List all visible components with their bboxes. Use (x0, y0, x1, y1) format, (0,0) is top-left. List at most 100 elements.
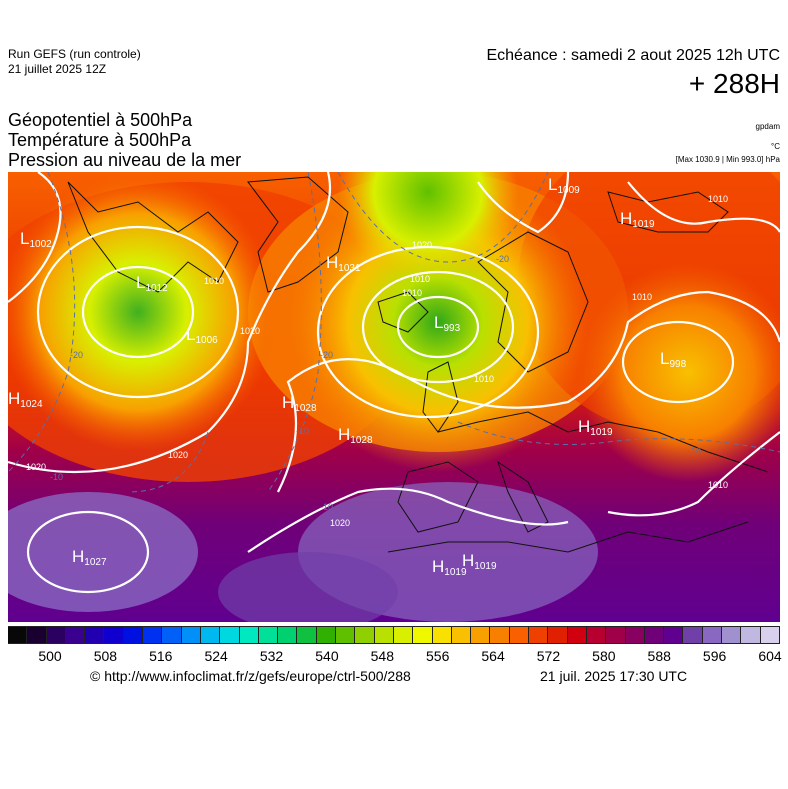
unit-geopotential: gpdam (755, 122, 780, 131)
isotherm-label: -20 (70, 350, 83, 360)
scale-cell (8, 626, 28, 644)
high-pressure-center: H1019 (432, 557, 467, 578)
run-label: Run GEFS (run controle) (8, 47, 141, 61)
scale-cell (451, 626, 472, 644)
color-scale (8, 626, 780, 644)
scale-cell (123, 626, 144, 644)
scale-cell (721, 626, 742, 644)
weather-map: L1002 L1012 L1006 H1031 L993 L1009 H1019 L998 H1… (8, 172, 780, 622)
unit-pressure: [Max 1030.9 | Min 993.0] hPa (675, 155, 780, 164)
scale-cell (181, 626, 201, 644)
scale-label: 556 (426, 648, 450, 664)
forecast-hours: + 288H (688, 68, 780, 99)
high-pressure-center: H1019 (620, 209, 655, 230)
isobar-label: 1010 (402, 288, 422, 298)
high-pressure-center: H1024 (8, 389, 43, 410)
scale-cell (27, 626, 47, 644)
isotherm-label: -10 (688, 446, 701, 456)
scale-cell (529, 626, 549, 644)
scale-cell (162, 626, 182, 644)
scale-cell (278, 626, 298, 644)
low-pressure-center: L1002 (20, 229, 52, 250)
scale-cell (606, 626, 626, 644)
scale-label: 532 (259, 648, 284, 664)
copyright-link[interactable]: © http://www.infoclimat.fr/z/gefs/europe… (90, 668, 411, 684)
scale-label: 548 (370, 648, 394, 664)
isobar-label: 1010 (708, 480, 728, 490)
isobar-label: 1010 (474, 374, 494, 384)
scale-label: 508 (93, 648, 118, 664)
high-pressure-center: H1028 (282, 393, 317, 414)
scale-label: 524 (204, 648, 228, 664)
isotherm-label: -10 (320, 502, 333, 512)
scale-cell (741, 626, 761, 644)
scale-cell (143, 626, 163, 644)
low-pressure-center: L993 (434, 313, 461, 334)
isobar-label: 1020 (240, 326, 260, 336)
title-temperature: Température à 500hPa (8, 130, 192, 150)
scale-cell (393, 626, 414, 644)
scale-label: 580 (592, 648, 616, 664)
isobar-label: 1010 (204, 276, 224, 286)
isobar-label: 1020 (412, 240, 432, 250)
low-pressure-center: L998 (660, 349, 687, 370)
scale-cell (683, 626, 703, 644)
scale-cell (548, 626, 568, 644)
isobar-label: 1020 (168, 450, 188, 460)
isobar-label: 1010 (410, 274, 430, 284)
scale-cell (644, 626, 665, 644)
scale-cell (336, 626, 356, 644)
high-pressure-center: H1019 (578, 417, 613, 438)
color-scale-labels: 500 508 516 524 532 540 548 556 564 572 580 588 596 6… (8, 648, 782, 666)
high-pressure-center: H1027 (72, 547, 107, 568)
scale-cell (239, 626, 259, 644)
scale-label: 564 (481, 648, 505, 664)
scale-label: 540 (315, 648, 339, 664)
run-date: 21 juillet 2025 12Z (8, 62, 107, 76)
high-pressure-center: H1031 (326, 253, 361, 274)
isobar-label: 1010 (632, 292, 652, 302)
isobar-label: 1020 (26, 462, 46, 472)
title-geopotential: Géopotentiel à 500hPa (8, 110, 193, 130)
scale-cell (200, 626, 221, 644)
isotherm-label: -20 (496, 254, 509, 264)
scale-cell (490, 626, 510, 644)
scale-cell (316, 626, 337, 644)
scale-label: 588 (647, 648, 671, 664)
scale-cell (702, 626, 722, 644)
low-pressure-center: L1006 (186, 325, 218, 346)
scale-cell (374, 626, 394, 644)
scale-label: 516 (149, 648, 173, 664)
forecast-time: Echéance : samedi 2 aout 2025 12h UTC (486, 47, 780, 64)
scale-cell (220, 626, 240, 644)
scale-label: 500 (38, 648, 62, 664)
scale-cell (413, 626, 433, 644)
scale-label: 604 (758, 648, 782, 664)
scale-cell (104, 626, 124, 644)
scale-cell (625, 626, 645, 644)
scale-cell (760, 626, 780, 644)
isotherm-label: -10 (296, 426, 309, 436)
scale-cell (297, 626, 317, 644)
scale-label: 596 (702, 648, 727, 664)
isotherm-label: -20 (320, 350, 333, 360)
title-pressure: Pression au niveau de la mer (8, 150, 242, 170)
low-pressure-center: L1009 (548, 175, 580, 196)
scale-cell (258, 626, 279, 644)
scale-label: 572 (536, 648, 561, 664)
scale-cell (509, 626, 530, 644)
high-pressure-center: H1028 (338, 425, 373, 446)
low-pressure-center: L1012 (136, 273, 168, 294)
scale-cell (567, 626, 587, 644)
scale-cell (85, 626, 105, 644)
isotherm-label: -10 (50, 472, 63, 482)
scale-cell (46, 626, 66, 644)
isobar-label: 1020 (330, 518, 350, 528)
unit-temperature: °C (771, 142, 780, 151)
scale-cell (586, 626, 607, 644)
generation-date: 21 juil. 2025 17:30 UTC (540, 668, 688, 684)
scale-cell (65, 626, 86, 644)
isobar-label: 1010 (708, 194, 728, 204)
scale-cell (471, 626, 491, 644)
high-pressure-center: H1019 (462, 551, 497, 572)
